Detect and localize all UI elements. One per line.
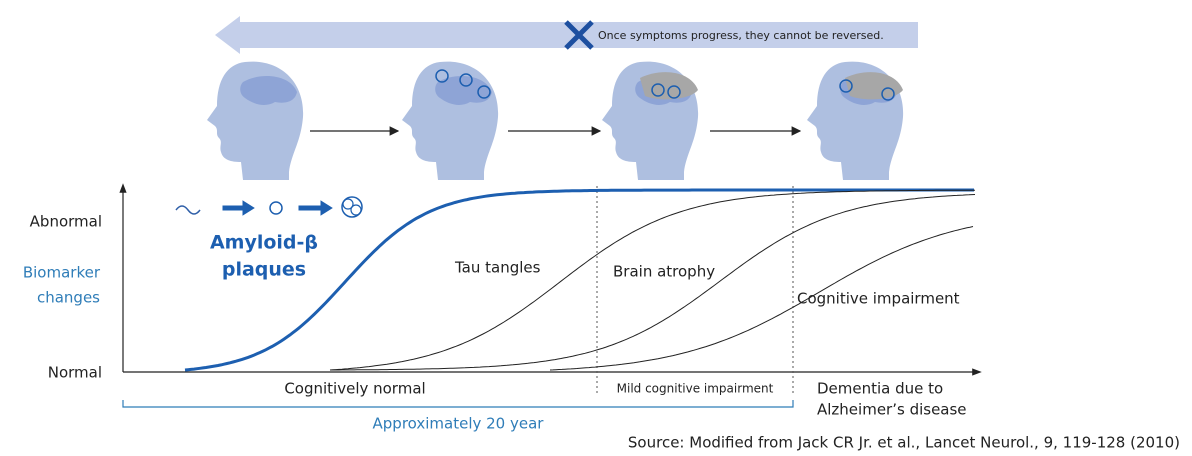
plaque-icons (435, 69, 895, 101)
curve (329, 189, 975, 371)
y-top-label: Abnormal (30, 213, 102, 231)
y-title: changes (37, 289, 100, 307)
head (402, 61, 499, 181)
curve-label: Amyloid-β (210, 232, 318, 254)
curve-label: plaques (222, 259, 306, 281)
source: Source: Modified from Jack CR Jr. et al.… (628, 434, 1180, 452)
curve (549, 226, 974, 371)
head (207, 61, 304, 181)
stage-label: Dementia due to (817, 380, 943, 398)
stage-label: Alzheimer’s disease (817, 401, 967, 419)
span-label: Approximately 20 year (373, 415, 545, 433)
curve (184, 188, 974, 372)
curve (330, 194, 976, 371)
curve-label: Cognitive impairment (797, 290, 960, 308)
span-bracket (122, 400, 794, 408)
y-title: Biomarker (23, 264, 101, 282)
y-bottom-label: Normal (48, 364, 102, 382)
curve-label: Tau tangles (454, 259, 541, 277)
curve-label: Brain atrophy (613, 263, 715, 281)
cross (564, 20, 594, 50)
amyloid-icons (175, 196, 363, 218)
banner-text: Once symptoms progress, they cannot be r… (598, 29, 884, 42)
banner-arrow (215, 16, 918, 54)
stage-label: Mild cognitive impairment (617, 382, 774, 396)
stage-label: Cognitively normal (284, 380, 425, 398)
